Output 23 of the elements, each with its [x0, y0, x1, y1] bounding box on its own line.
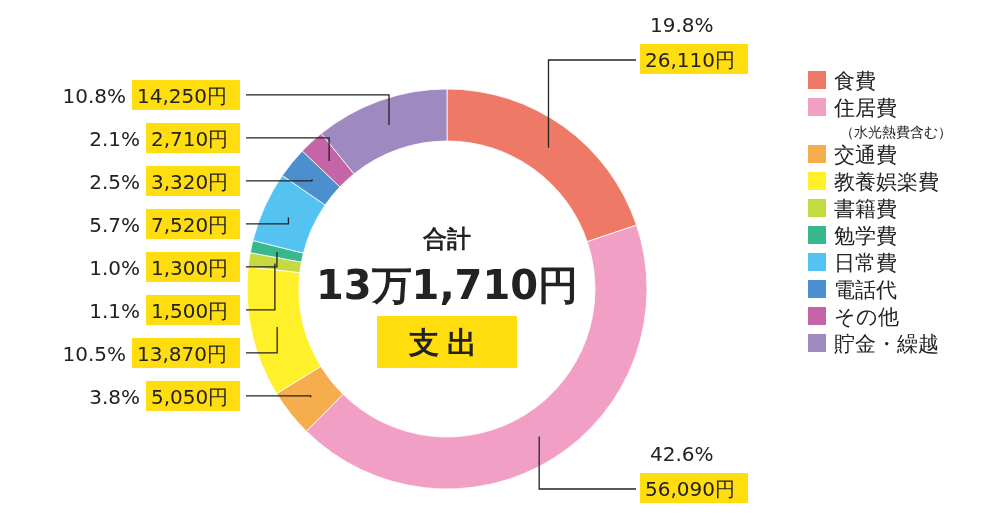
- data-label: 3.8% 5,050円: [89, 384, 229, 409]
- legend-label: その他: [834, 305, 899, 329]
- data-label: 10.5% 13,870円: [62, 341, 227, 366]
- legend-label: 勉学費: [834, 224, 897, 248]
- legend-label: 貯金・繰越: [834, 332, 939, 356]
- data-label: 1.1% 1,500円: [89, 298, 229, 323]
- text: 13万1,710円: [315, 262, 579, 308]
- data-label: 19.8% 26,110円: [645, 13, 735, 72]
- data-label: 5.7% 7,520円: [89, 212, 229, 237]
- legend-label: 教養娯楽費: [834, 170, 939, 194]
- data-label: 42.6% 56,090円: [645, 442, 735, 501]
- text: 支出: [408, 325, 485, 360]
- legend-label: 日常費: [834, 251, 897, 275]
- data-label: 10.8% 14,250円: [62, 83, 227, 108]
- data-label: 1.0% 1,300円: [89, 255, 229, 280]
- legend-label: 住居費（水光熱費含む）: [833, 96, 952, 140]
- text: 合計: [422, 225, 471, 253]
- legend-label: 電話代: [834, 278, 897, 302]
- data-label: 2.5% 3,320円: [89, 169, 229, 194]
- data-label: 2.1% 2,710円: [89, 126, 229, 151]
- legend-label: 書籍費: [834, 197, 897, 221]
- legend-label: 交通費: [834, 143, 897, 167]
- legend-label: 食費: [834, 69, 876, 93]
